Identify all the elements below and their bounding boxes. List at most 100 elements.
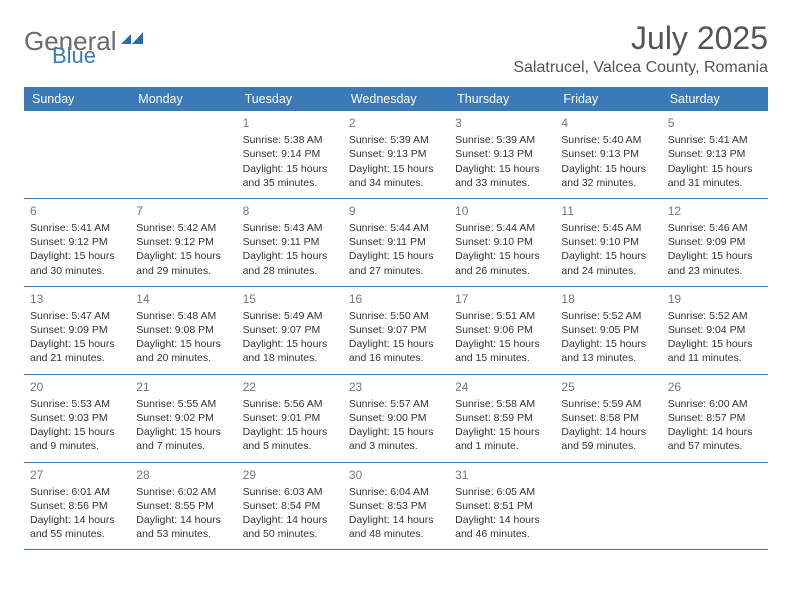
day-info-line: Sunrise: 5:55 AM (136, 397, 230, 411)
day-number: 2 (349, 115, 443, 131)
calendar-day-cell: 2Sunrise: 5:39 AMSunset: 9:13 PMDaylight… (343, 111, 449, 198)
day-info-line: and 18 minutes. (243, 351, 337, 365)
day-info-line: Sunrise: 5:49 AM (243, 309, 337, 323)
calendar-day-cell: 10Sunrise: 5:44 AMSunset: 9:10 PMDayligh… (449, 198, 555, 286)
calendar-day-cell: 1Sunrise: 5:38 AMSunset: 9:14 PMDaylight… (237, 111, 343, 198)
calendar-day-cell: 21Sunrise: 5:55 AMSunset: 9:02 PMDayligh… (130, 374, 236, 462)
day-info-line: Sunset: 9:03 PM (30, 411, 124, 425)
calendar-day-cell (130, 111, 236, 198)
weekday-header: Saturday (662, 87, 768, 111)
calendar-day-cell: 8Sunrise: 5:43 AMSunset: 9:11 PMDaylight… (237, 198, 343, 286)
calendar-day-cell: 22Sunrise: 5:56 AMSunset: 9:01 PMDayligh… (237, 374, 343, 462)
day-number: 10 (455, 203, 549, 219)
weekday-header: Thursday (449, 87, 555, 111)
day-number: 24 (455, 379, 549, 395)
day-info-line: and 11 minutes. (668, 351, 762, 365)
calendar-day-cell: 31Sunrise: 6:05 AMSunset: 8:51 PMDayligh… (449, 462, 555, 550)
day-number: 1 (243, 115, 337, 131)
day-info-line: Sunset: 9:08 PM (136, 323, 230, 337)
day-info-line: Sunrise: 5:52 AM (561, 309, 655, 323)
calendar-day-cell: 17Sunrise: 5:51 AMSunset: 9:06 PMDayligh… (449, 286, 555, 374)
day-info-line: Daylight: 15 hours (243, 425, 337, 439)
day-number: 11 (561, 203, 655, 219)
day-info-line: and 59 minutes. (561, 439, 655, 453)
day-info-line: Daylight: 15 hours (243, 337, 337, 351)
day-number: 9 (349, 203, 443, 219)
day-number: 15 (243, 291, 337, 307)
calendar-day-cell: 26Sunrise: 6:00 AMSunset: 8:57 PMDayligh… (662, 374, 768, 462)
day-number: 22 (243, 379, 337, 395)
calendar-day-cell: 23Sunrise: 5:57 AMSunset: 9:00 PMDayligh… (343, 374, 449, 462)
day-info-line: Sunset: 9:13 PM (455, 147, 549, 161)
day-number: 19 (668, 291, 762, 307)
day-info-line: Sunset: 9:11 PM (349, 235, 443, 249)
day-number: 16 (349, 291, 443, 307)
day-info-line: Sunset: 9:10 PM (561, 235, 655, 249)
calendar-day-cell: 27Sunrise: 6:01 AMSunset: 8:56 PMDayligh… (24, 462, 130, 550)
day-info-line: Sunrise: 5:41 AM (30, 221, 124, 235)
day-info-line: Daylight: 15 hours (561, 162, 655, 176)
day-info-line: Sunset: 9:13 PM (668, 147, 762, 161)
calendar-day-cell: 12Sunrise: 5:46 AMSunset: 9:09 PMDayligh… (662, 198, 768, 286)
calendar-day-cell: 4Sunrise: 5:40 AMSunset: 9:13 PMDaylight… (555, 111, 661, 198)
day-info-line: Sunset: 9:11 PM (243, 235, 337, 249)
calendar-day-cell: 3Sunrise: 5:39 AMSunset: 9:13 PMDaylight… (449, 111, 555, 198)
day-info-line: Sunset: 9:13 PM (561, 147, 655, 161)
calendar-day-cell: 6Sunrise: 5:41 AMSunset: 9:12 PMDaylight… (24, 198, 130, 286)
day-number: 25 (561, 379, 655, 395)
day-info-line: and 34 minutes. (349, 176, 443, 190)
day-info-line: Sunset: 8:54 PM (243, 499, 337, 513)
day-number: 20 (30, 379, 124, 395)
calendar-week-row: 1Sunrise: 5:38 AMSunset: 9:14 PMDaylight… (24, 111, 768, 198)
day-info-line: and 33 minutes. (455, 176, 549, 190)
day-info-line: Sunrise: 6:01 AM (30, 485, 124, 499)
day-info-line: and 23 minutes. (668, 264, 762, 278)
day-info-line: Daylight: 15 hours (349, 249, 443, 263)
day-info-line: and 21 minutes. (30, 351, 124, 365)
day-info-line: Daylight: 15 hours (349, 337, 443, 351)
day-info-line: and 55 minutes. (30, 527, 124, 541)
day-number: 6 (30, 203, 124, 219)
day-info-line: Daylight: 15 hours (30, 337, 124, 351)
day-info-line: Daylight: 15 hours (30, 249, 124, 263)
day-number: 12 (668, 203, 762, 219)
day-info-line: and 32 minutes. (561, 176, 655, 190)
calendar-day-cell: 7Sunrise: 5:42 AMSunset: 9:12 PMDaylight… (130, 198, 236, 286)
day-info-line: and 7 minutes. (136, 439, 230, 453)
day-number: 7 (136, 203, 230, 219)
day-info-line: Sunset: 8:57 PM (668, 411, 762, 425)
day-info-line: Daylight: 15 hours (668, 162, 762, 176)
day-number: 8 (243, 203, 337, 219)
day-info-line: Sunrise: 5:47 AM (30, 309, 124, 323)
day-info-line: and 15 minutes. (455, 351, 549, 365)
day-info-line: Sunset: 8:58 PM (561, 411, 655, 425)
day-info-line: Daylight: 15 hours (30, 425, 124, 439)
calendar-day-cell: 29Sunrise: 6:03 AMSunset: 8:54 PMDayligh… (237, 462, 343, 550)
day-info-line: Sunrise: 5:58 AM (455, 397, 549, 411)
month-title: July 2025 (513, 20, 768, 57)
calendar-day-cell: 19Sunrise: 5:52 AMSunset: 9:04 PMDayligh… (662, 286, 768, 374)
day-number: 18 (561, 291, 655, 307)
day-info-line: Daylight: 15 hours (561, 249, 655, 263)
day-number: 27 (30, 467, 124, 483)
day-info-line: Sunset: 8:59 PM (455, 411, 549, 425)
day-info-line: Sunset: 9:09 PM (30, 323, 124, 337)
day-info-line: Sunrise: 5:48 AM (136, 309, 230, 323)
day-number: 4 (561, 115, 655, 131)
day-number: 29 (243, 467, 337, 483)
header: General Blue July 2025 Salatrucel, Valce… (24, 20, 768, 83)
day-info-line: Sunrise: 6:04 AM (349, 485, 443, 499)
logo: General Blue (24, 26, 143, 57)
day-info-line: Sunset: 9:02 PM (136, 411, 230, 425)
day-number: 13 (30, 291, 124, 307)
day-number: 31 (455, 467, 549, 483)
day-info-line: Sunset: 9:07 PM (243, 323, 337, 337)
day-info-line: Sunset: 9:07 PM (349, 323, 443, 337)
day-info-line: Sunrise: 5:56 AM (243, 397, 337, 411)
day-info-line: and 27 minutes. (349, 264, 443, 278)
day-info-line: Sunset: 9:13 PM (349, 147, 443, 161)
calendar-day-cell: 16Sunrise: 5:50 AMSunset: 9:07 PMDayligh… (343, 286, 449, 374)
calendar-week-row: 20Sunrise: 5:53 AMSunset: 9:03 PMDayligh… (24, 374, 768, 462)
day-info-line: Sunrise: 6:03 AM (243, 485, 337, 499)
calendar-day-cell: 18Sunrise: 5:52 AMSunset: 9:05 PMDayligh… (555, 286, 661, 374)
